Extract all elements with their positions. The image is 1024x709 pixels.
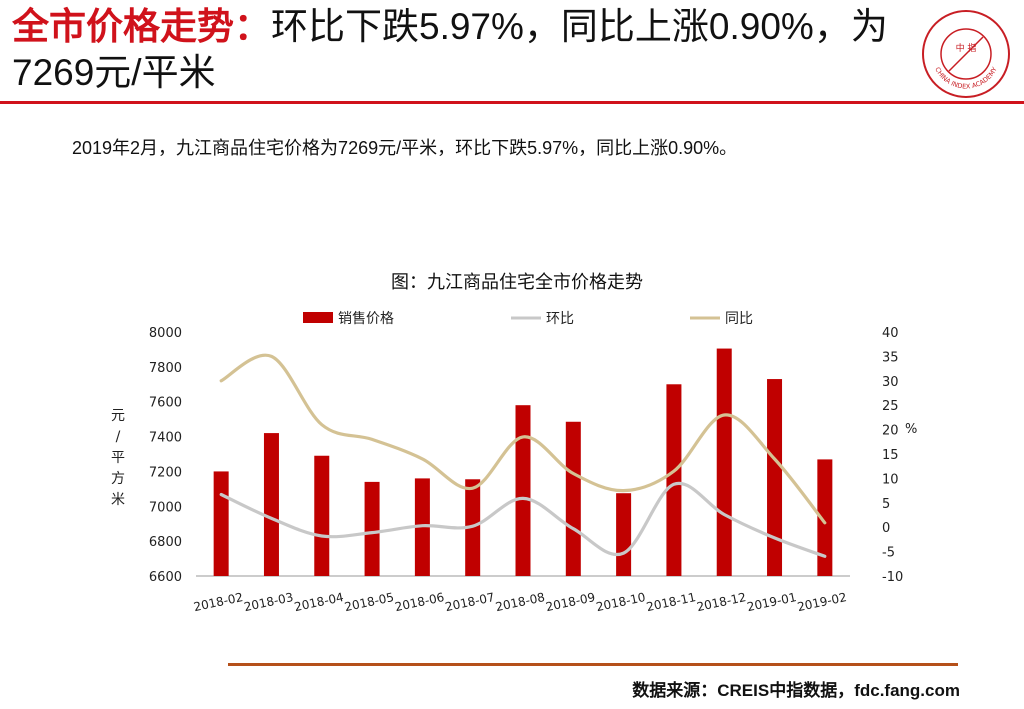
legend-yoy-label: 同比 (725, 311, 753, 327)
y-left-tick-label: 6600 (149, 570, 182, 585)
legend-price-label: 销售价格 (338, 311, 394, 327)
title-divider (0, 101, 1024, 104)
y-left-axis-label-char: / (116, 429, 121, 445)
x-tick-label: 2019-01 (746, 590, 798, 614)
x-tick-label: 2018-07 (444, 590, 496, 614)
y-right-tick-label: -5 (882, 546, 895, 561)
mom-line (219, 481, 827, 558)
y-right-tick-label: -10 (882, 570, 903, 585)
y-right-tick-label: 10 (882, 472, 899, 487)
chart-title: 图：九江商品住宅全市价格走势 (391, 272, 643, 293)
page-title-key: 全市价格走势： (12, 6, 271, 47)
logo-center-text: 中 指 (956, 42, 977, 54)
x-tick-label: 2018-12 (695, 590, 747, 614)
chart-axes: 6600 6800 7000 7200 7400 7600 7800 8000 -10 -5 0 5 1… (111, 326, 917, 614)
y-left-tick-label: 7800 (149, 361, 182, 376)
y-right-tick-label: 5 (882, 497, 890, 512)
y-right-tick-label: 0 (882, 521, 890, 536)
footer-divider (228, 663, 958, 666)
page-title-rest: 环比下跌5.97%，同比上涨0.90%，为7269元/平米 (12, 6, 888, 93)
x-tick-label: 2018-06 (394, 590, 446, 614)
x-tick-label: 2018-09 (544, 590, 596, 614)
x-tick-label: 2018-02 (192, 590, 244, 614)
logo-ring-text: CHINA INDEX ACADEMY (933, 66, 999, 91)
x-tick-label: 2018-04 (293, 590, 345, 614)
price-bar (565, 421, 581, 576)
price-bar (213, 471, 229, 576)
x-tick-label: 2018-11 (645, 590, 697, 614)
y-left-tick-label: 7600 (149, 396, 182, 411)
price-bar (263, 433, 279, 576)
y-right-tick-label: 40 (882, 326, 899, 341)
x-tick-label: 2018-08 (494, 590, 546, 614)
legend-price-swatch (303, 312, 333, 323)
y-left-axis-label-char: 米 (111, 492, 125, 508)
price-bar (817, 459, 833, 576)
y-right-tick-label: 25 (882, 399, 899, 414)
x-tick-label: 2018-03 (243, 590, 295, 614)
price-bar (616, 493, 632, 576)
x-tick-label: 2018-05 (343, 590, 395, 614)
y-left-axis-label-char: 元 (111, 408, 125, 424)
x-tick-label: 2018-10 (595, 590, 647, 614)
legend-mom-label: 环比 (546, 311, 574, 327)
change-lines (219, 353, 827, 558)
y-left-axis-label-char: 平 (111, 450, 125, 466)
y-left-tick-label: 7000 (149, 500, 182, 515)
china-index-academy-logo: 中 指 CHINA INDEX ACADEMY (922, 10, 1010, 98)
y-left-axis-label-char: 方 (111, 471, 125, 487)
x-tick-label: 2019-02 (796, 590, 848, 614)
price-bar (515, 405, 531, 576)
chart-legend: 销售价格 环比 同比 (303, 311, 753, 327)
price-trend-chart: 图：九江商品住宅全市价格走势 销售价格 环比 同比 6600 6800 7000 7200… (111, 272, 917, 614)
summary-text: 2019年2月，九江商品住宅价格为7269元/平米，环比下跌5.97%，同比上涨… (72, 138, 738, 158)
price-bar (666, 384, 682, 576)
price-bar (364, 481, 380, 576)
y-right-tick-label: 15 (882, 448, 899, 463)
price-bar (716, 348, 732, 576)
page-title: 全市价格走势：环比下跌5.97%，同比上涨0.90%，为7269元/平米 (12, 4, 912, 96)
price-bars (213, 348, 833, 576)
y-right-tick-label: 30 (882, 375, 899, 390)
y-left-tick-label: 6800 (149, 535, 182, 550)
price-bar (314, 455, 330, 576)
yoy-line (219, 353, 827, 525)
price-bar (767, 379, 783, 576)
data-source: 数据来源：CREIS中指数据，fdc.fang.com (632, 681, 960, 700)
y-right-axis-label: % (905, 422, 917, 437)
y-right-tick-label: 35 (882, 350, 899, 365)
y-left-tick-label: 8000 (149, 326, 182, 341)
y-right-tick-label: 20 (882, 424, 899, 439)
y-left-tick-label: 7200 (149, 465, 182, 480)
y-left-tick-label: 7400 (149, 431, 182, 446)
